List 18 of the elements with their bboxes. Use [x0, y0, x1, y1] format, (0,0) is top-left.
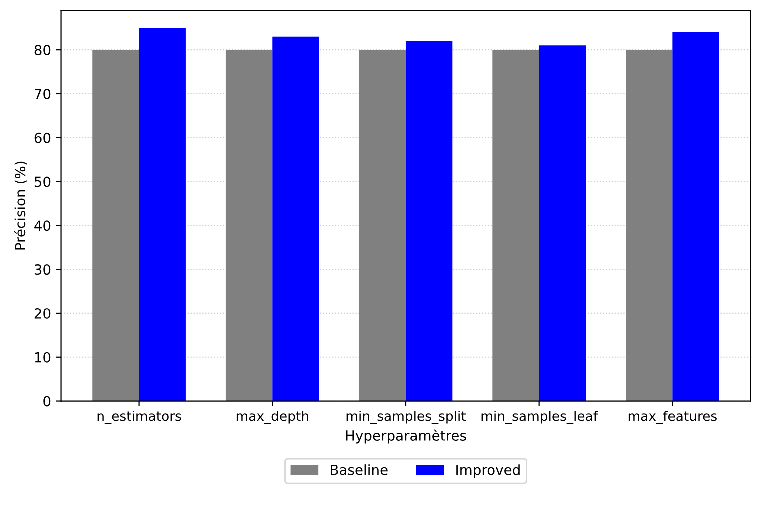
- y-tick-label: 0: [44, 396, 51, 407]
- y-axis-title: Précision (%): [14, 162, 28, 250]
- y-tick-label: 30: [34, 264, 51, 276]
- x-tick-label: min_samples_leaf: [482, 411, 598, 424]
- y-tick-label: 60: [34, 132, 51, 144]
- x-tick-label: n_estimators: [98, 411, 182, 424]
- legend-label: Improved: [456, 464, 520, 478]
- legend-label: Baseline: [331, 464, 388, 476]
- x-tick-label: max_depth: [236, 411, 308, 424]
- y-tick-label: 40: [34, 220, 51, 232]
- y-tick-label: 10: [35, 352, 51, 363]
- x-axis-title: Hyperparamètres: [346, 430, 466, 444]
- x-tick-label: max_features: [628, 411, 717, 424]
- y-tick-label: 50: [34, 176, 51, 188]
- y-tick-label: 20: [34, 308, 51, 319]
- x-tick-label: min_samples_split: [346, 411, 466, 424]
- y-tick-label: 70: [35, 88, 51, 100]
- y-tick-label: 80: [34, 45, 51, 56]
